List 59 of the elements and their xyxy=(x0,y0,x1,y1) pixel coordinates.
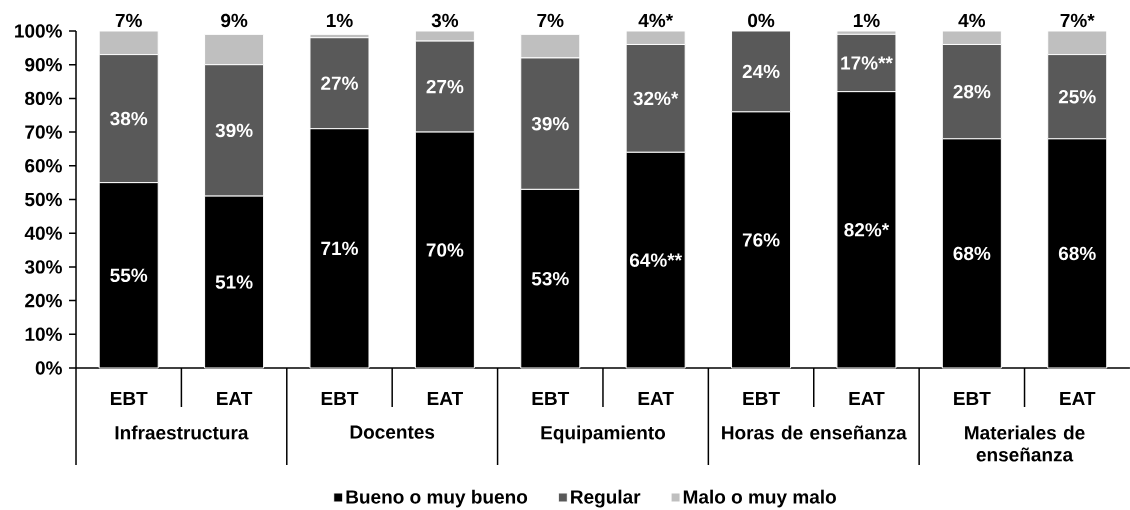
x-tick-label: EBT xyxy=(954,391,991,405)
data-label: 68% xyxy=(953,246,991,261)
data-label: 82%* xyxy=(844,223,890,237)
y-tick-label: 60% xyxy=(25,159,62,173)
y-tick-label: 0% xyxy=(35,361,62,375)
data-label: 28% xyxy=(953,84,991,99)
data-label: 1% xyxy=(326,13,353,28)
data-label: 64%** xyxy=(629,253,683,267)
y-tick-label: 20% xyxy=(25,293,62,308)
y-tick-label: 90% xyxy=(25,57,62,72)
legend-label: Regular xyxy=(571,489,641,508)
text: Equipamiento xyxy=(541,425,666,444)
y-tick-label: 30% xyxy=(24,260,62,274)
data-label: 32%* xyxy=(633,91,679,106)
data-label: 7% xyxy=(537,13,564,28)
data-label: 9% xyxy=(221,13,248,28)
text: Horas de enseñanza xyxy=(722,425,907,440)
x-tick-label: EAT xyxy=(217,391,253,405)
data-label: 68% xyxy=(1058,246,1096,261)
data-label: 1% xyxy=(853,13,880,28)
y-tick-label: 100% xyxy=(15,24,62,38)
y-tick-label: 40% xyxy=(24,226,62,240)
y-tick-label: 50% xyxy=(25,192,62,207)
data-label: 7%* xyxy=(1060,13,1095,28)
y-tick-label: 80% xyxy=(25,91,62,106)
x-tick-label: EAT xyxy=(1060,391,1096,405)
data-label: 17%** xyxy=(841,56,893,70)
legend-label: Bueno o muy bueno xyxy=(346,489,528,508)
data-label: 25% xyxy=(1058,89,1096,104)
x-tick-label: EBT xyxy=(532,391,570,405)
data-label: 4%* xyxy=(638,13,674,28)
x-tick-label: EAT xyxy=(638,391,674,405)
y-tick-label: 10% xyxy=(25,327,62,342)
x-tick-label: EAT xyxy=(427,391,463,405)
legend-label: Malo o muy malo xyxy=(683,489,836,508)
x-tick-label: EAT xyxy=(849,391,885,405)
data-label: 71% xyxy=(321,241,358,256)
data-label: 53% xyxy=(531,271,569,286)
data-label: 0% xyxy=(748,13,775,28)
data-label: 38% xyxy=(110,111,148,126)
text: Docentes xyxy=(350,425,435,439)
data-label: 55% xyxy=(110,268,148,283)
y-tick-label: 70% xyxy=(25,125,62,139)
data-label: 27% xyxy=(426,79,464,94)
x-tick-label: EBT xyxy=(321,391,359,405)
data-label: 76% xyxy=(742,233,780,247)
data-label: 3% xyxy=(431,13,459,28)
data-label: 39% xyxy=(531,116,569,131)
data-label: 70% xyxy=(426,243,464,257)
data-label: 7% xyxy=(115,13,142,28)
data-label: 24% xyxy=(742,64,780,79)
data-label: 39% xyxy=(215,123,253,138)
data-label: 27% xyxy=(321,76,358,90)
text: Materiales de enseñanza xyxy=(965,425,1085,462)
text: Infraestructura xyxy=(115,425,249,440)
data-label: 4% xyxy=(958,13,986,28)
x-tick-label: EBT xyxy=(110,391,148,405)
x-tick-label: EBT xyxy=(743,391,780,405)
data-label: 51% xyxy=(215,275,253,289)
